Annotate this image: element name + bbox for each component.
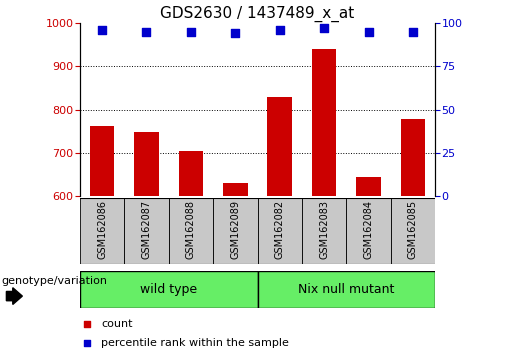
Point (276, 27, 284, 33)
Bar (179, 150, 203, 196)
Bar (346, 198, 391, 264)
Text: GSM162082: GSM162082 (274, 200, 285, 259)
Point (98, 27, 106, 33)
Point (142, 29, 150, 35)
Bar (302, 198, 346, 264)
Point (187, 29, 195, 35)
Bar (401, 119, 425, 196)
Point (83, 340, 91, 346)
Text: GSM162085: GSM162085 (408, 200, 418, 259)
Text: GSM162089: GSM162089 (230, 200, 241, 259)
Bar (134, 132, 159, 196)
Point (83, 321, 91, 327)
Point (365, 29, 373, 35)
Text: Nix null mutant: Nix null mutant (298, 283, 394, 296)
Text: percentile rank within the sample: percentile rank within the sample (101, 338, 289, 348)
Text: genotype/variation: genotype/variation (2, 276, 108, 286)
Text: count: count (101, 319, 133, 329)
Point (409, 29, 417, 35)
Text: GSM162088: GSM162088 (186, 200, 196, 259)
Bar (356, 177, 381, 196)
Bar (90, 126, 114, 196)
Bar (80, 198, 124, 264)
Text: GSM162084: GSM162084 (364, 200, 373, 259)
Bar (213, 198, 258, 264)
Bar (124, 198, 169, 264)
Bar (258, 198, 302, 264)
Bar (223, 183, 248, 196)
Bar (267, 97, 292, 196)
Bar (391, 198, 435, 264)
Point (231, 30, 239, 36)
Text: wild type: wild type (140, 283, 197, 296)
Text: GSM162083: GSM162083 (319, 200, 329, 259)
Bar (169, 198, 213, 264)
FancyArrow shape (6, 288, 22, 304)
Text: GSM162087: GSM162087 (142, 200, 151, 259)
Text: GSM162086: GSM162086 (97, 200, 107, 259)
Title: GDS2630 / 1437489_x_at: GDS2630 / 1437489_x_at (160, 5, 355, 22)
Point (320, 25, 328, 31)
Bar (80, 271, 258, 308)
Bar (312, 49, 336, 196)
Bar (258, 271, 435, 308)
